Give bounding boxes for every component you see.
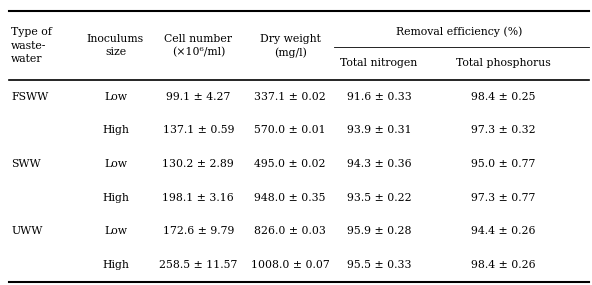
Text: 198.1 ± 3.16: 198.1 ± 3.16 [162,192,234,203]
Text: 137.1 ± 0.59: 137.1 ± 0.59 [163,125,234,135]
Text: High: High [102,260,129,270]
Text: 826.0 ± 0.03: 826.0 ± 0.03 [254,226,326,236]
Text: Total phosphorus: Total phosphorus [456,58,551,68]
Text: 94.4 ± 0.26: 94.4 ± 0.26 [471,226,535,236]
Text: High: High [102,125,129,135]
Text: 570.0 ± 0.01: 570.0 ± 0.01 [255,125,326,135]
Text: 98.4 ± 0.25: 98.4 ± 0.25 [471,91,535,102]
Text: 93.9 ± 0.31: 93.9 ± 0.31 [346,125,411,135]
Text: 948.0 ± 0.35: 948.0 ± 0.35 [255,192,326,203]
Text: FSWW: FSWW [11,91,49,102]
Text: 172.6 ± 9.79: 172.6 ± 9.79 [163,226,234,236]
Text: 97.3 ± 0.77: 97.3 ± 0.77 [471,192,535,203]
Text: 99.1 ± 4.27: 99.1 ± 4.27 [166,91,230,102]
Text: High: High [102,192,129,203]
Text: 94.3 ± 0.36: 94.3 ± 0.36 [346,159,411,169]
Text: SWW: SWW [11,159,41,169]
Text: UWW: UWW [11,226,43,236]
Text: Cell number
(×10⁶/ml): Cell number (×10⁶/ml) [165,34,232,57]
Text: Low: Low [104,91,127,102]
Text: 91.6 ± 0.33: 91.6 ± 0.33 [346,91,411,102]
Text: 337.1 ± 0.02: 337.1 ± 0.02 [254,91,326,102]
Text: 97.3 ± 0.32: 97.3 ± 0.32 [471,125,536,135]
Text: 1008.0 ± 0.07: 1008.0 ± 0.07 [250,260,330,270]
Text: Dry weight
(mg/l): Dry weight (mg/l) [260,34,320,58]
Text: 258.5 ± 11.57: 258.5 ± 11.57 [159,260,237,270]
Text: 130.2 ± 2.89: 130.2 ± 2.89 [162,159,234,169]
Text: 495.0 ± 0.02: 495.0 ± 0.02 [255,159,326,169]
Text: 95.0 ± 0.77: 95.0 ± 0.77 [471,159,535,169]
Text: Low: Low [104,159,127,169]
Text: 98.4 ± 0.26: 98.4 ± 0.26 [471,260,536,270]
Text: Removal efficiency (%): Removal efficiency (%) [395,27,522,37]
Text: 95.5 ± 0.33: 95.5 ± 0.33 [347,260,411,270]
Text: Total nitrogen: Total nitrogen [340,58,417,68]
Text: Low: Low [104,226,127,236]
Text: 95.9 ± 0.28: 95.9 ± 0.28 [347,226,411,236]
Text: Inoculums
size: Inoculums size [87,34,144,57]
Text: Type of
waste-
water: Type of waste- water [11,27,52,64]
Text: 93.5 ± 0.22: 93.5 ± 0.22 [346,192,411,203]
